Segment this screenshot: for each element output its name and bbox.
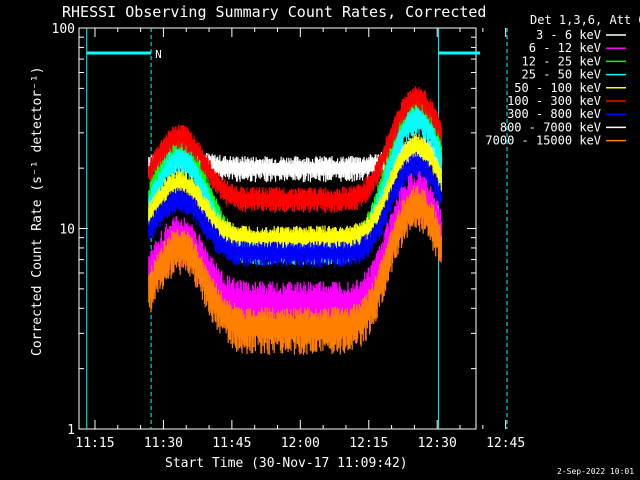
x-tick-label: 12:00 bbox=[281, 436, 320, 451]
print-timestamp: 2-Sep-2022 10:01 bbox=[557, 467, 634, 476]
chart-title: RHESSI Observing Summary Count Rates, Co… bbox=[62, 3, 486, 21]
x-tick-label: 12:30 bbox=[418, 436, 457, 451]
legend-label: 6 - 12 keV bbox=[529, 41, 601, 55]
x-tick-label: 12:15 bbox=[349, 436, 388, 451]
series-trace bbox=[148, 133, 442, 252]
x-tick-label: 11:15 bbox=[75, 436, 114, 451]
legend-title: Det 1,3,6, Att 0 bbox=[530, 13, 640, 27]
plot-area: 1 10 100 11:15 11:30 11:45 12:00 12:15 12:30 12:4… bbox=[52, 22, 526, 451]
series-trace bbox=[148, 151, 442, 268]
legend-label: 800 - 7000 keV bbox=[500, 120, 601, 134]
y-tick-label: 10 bbox=[59, 223, 75, 238]
legend-label: 300 - 800 keV bbox=[507, 107, 601, 121]
y-axis-label: Corrected Count Rate (s⁻¹ detector⁻¹) bbox=[30, 66, 45, 356]
legend-label: 25 - 50 keV bbox=[522, 68, 601, 82]
x-tick-label: 11:45 bbox=[212, 436, 251, 451]
night-marker: N bbox=[155, 48, 162, 61]
legend-label: 12 - 25 keV bbox=[522, 54, 601, 68]
legend-label: 3 - 6 keV bbox=[536, 28, 601, 42]
x-axis-label: Start Time (30-Nov-17 11:09:42) bbox=[165, 456, 408, 471]
legend-label: 100 - 300 keV bbox=[507, 94, 601, 108]
legend-label: 7000 - 15000 keV bbox=[485, 134, 601, 148]
legend-label: 50 - 100 keV bbox=[514, 81, 601, 95]
series-trace bbox=[148, 185, 442, 355]
series-trace bbox=[148, 86, 442, 214]
y-tick-label: 100 bbox=[52, 22, 75, 37]
y-tick-label: 1 bbox=[67, 423, 75, 438]
x-tick-label: 12:45 bbox=[486, 436, 525, 451]
x-tick-label: 11:30 bbox=[144, 436, 183, 451]
